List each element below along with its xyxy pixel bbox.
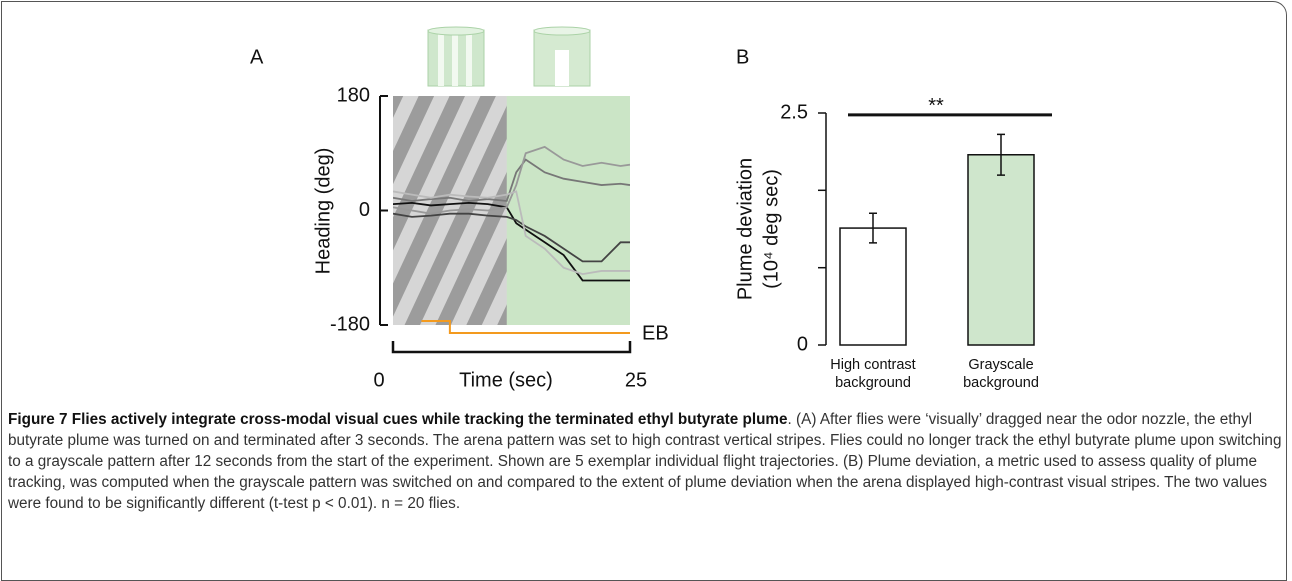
caption-text: . (A) After flies were ‘visually’ dragge… <box>8 411 1282 512</box>
y-axis-label-units: (10⁴ deg sec) <box>760 169 782 289</box>
caption: Figure 7 Flies actively integrate cross-… <box>8 409 1283 514</box>
caption-title: Figure 7 Flies actively integrate cross-… <box>8 411 788 428</box>
panel-label: B <box>736 46 749 68</box>
y-axis-label: Plume deviation <box>734 158 756 300</box>
bar <box>967 154 1035 346</box>
y-tick-label: 2.5 <box>780 101 808 123</box>
x-tick-label: High contrast background <box>830 357 916 391</box>
x-tick-label: 25 <box>625 369 647 391</box>
grayscale-background <box>506 96 630 325</box>
trajectory <box>393 212 630 263</box>
trajectory <box>393 158 630 202</box>
trajectory <box>393 201 630 282</box>
trajectory <box>393 190 630 276</box>
arena-icons <box>427 26 591 87</box>
stimulus-label: EB <box>642 322 669 344</box>
y-tick-label: 0 <box>359 199 370 221</box>
panel-label: A <box>250 46 264 68</box>
y-axis-label: Heading (deg) <box>312 148 334 275</box>
trajectory <box>393 145 630 215</box>
y-tick-label: 180 <box>337 84 370 106</box>
x-axis-label: Time (sec) <box>459 369 553 391</box>
significance-label: ** <box>928 95 944 117</box>
x-axis <box>391 341 632 354</box>
x-tick-label: 0 <box>373 369 384 391</box>
error-bar <box>869 212 877 244</box>
y-tick-label: -180 <box>330 313 370 335</box>
y-tick-label: 0 <box>797 333 808 355</box>
figure: A -180 0 180 Heading (deg) EB 0 25 Time (sec) B 0 2… <box>250 26 1052 391</box>
stimulus-trace <box>421 320 630 334</box>
x-tick-label: Grayscale background <box>963 357 1039 391</box>
bar <box>839 227 907 346</box>
trajectories <box>393 145 630 282</box>
error-bar <box>997 133 1005 176</box>
